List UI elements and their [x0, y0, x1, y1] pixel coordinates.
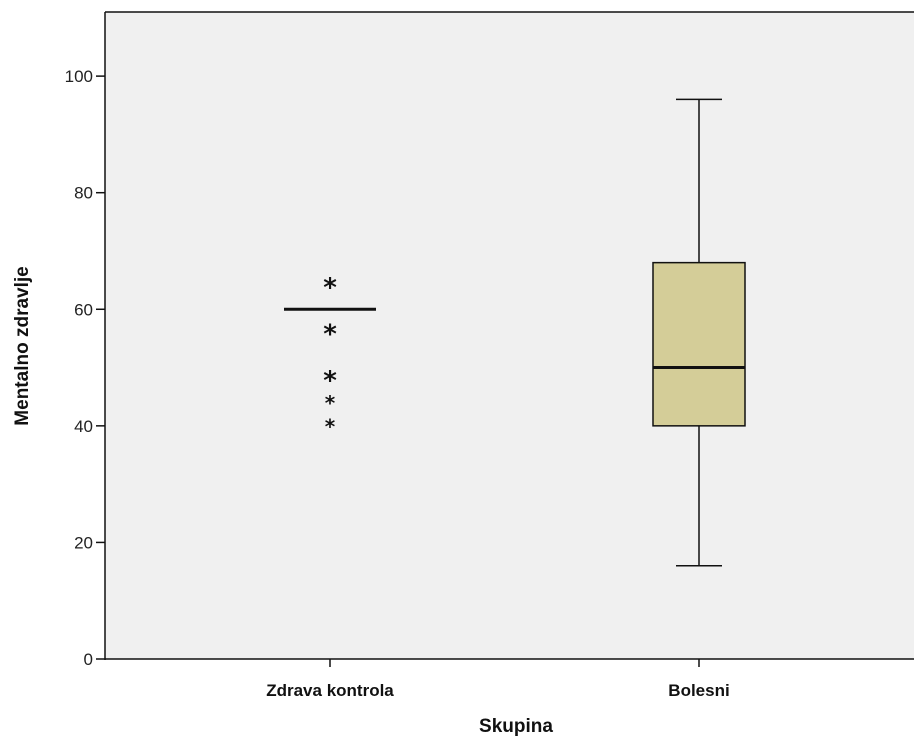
x-axis-title: Skupina [479, 716, 553, 737]
x-axis-ticks: Zdrava kontrola Bolesni [266, 659, 730, 700]
outlier-marker: * [323, 273, 337, 303]
y-tick-label: 0 [84, 650, 93, 669]
y-tick-label: 40 [74, 417, 93, 436]
x-tick-label: Zdrava kontrola [266, 681, 394, 700]
y-tick-label: 20 [74, 533, 93, 552]
chart-marks: ***** [284, 98, 746, 567]
plot-area [105, 12, 914, 659]
outlier-marker: * [325, 391, 336, 415]
y-axis-title: Mentalno zdravlje [12, 266, 33, 425]
y-axis-ticks: 0 20 40 60 80 100 [65, 67, 105, 669]
outlier-marker: * [323, 366, 337, 396]
box-iqr [652, 261, 746, 427]
y-tick-label: 60 [74, 300, 93, 319]
y-tick-label: 100 [65, 67, 93, 86]
y-tick-label: 80 [74, 184, 93, 203]
outlier-marker: * [323, 319, 337, 349]
outlier-marker: * [325, 414, 336, 438]
x-tick-label: Bolesni [668, 681, 729, 700]
